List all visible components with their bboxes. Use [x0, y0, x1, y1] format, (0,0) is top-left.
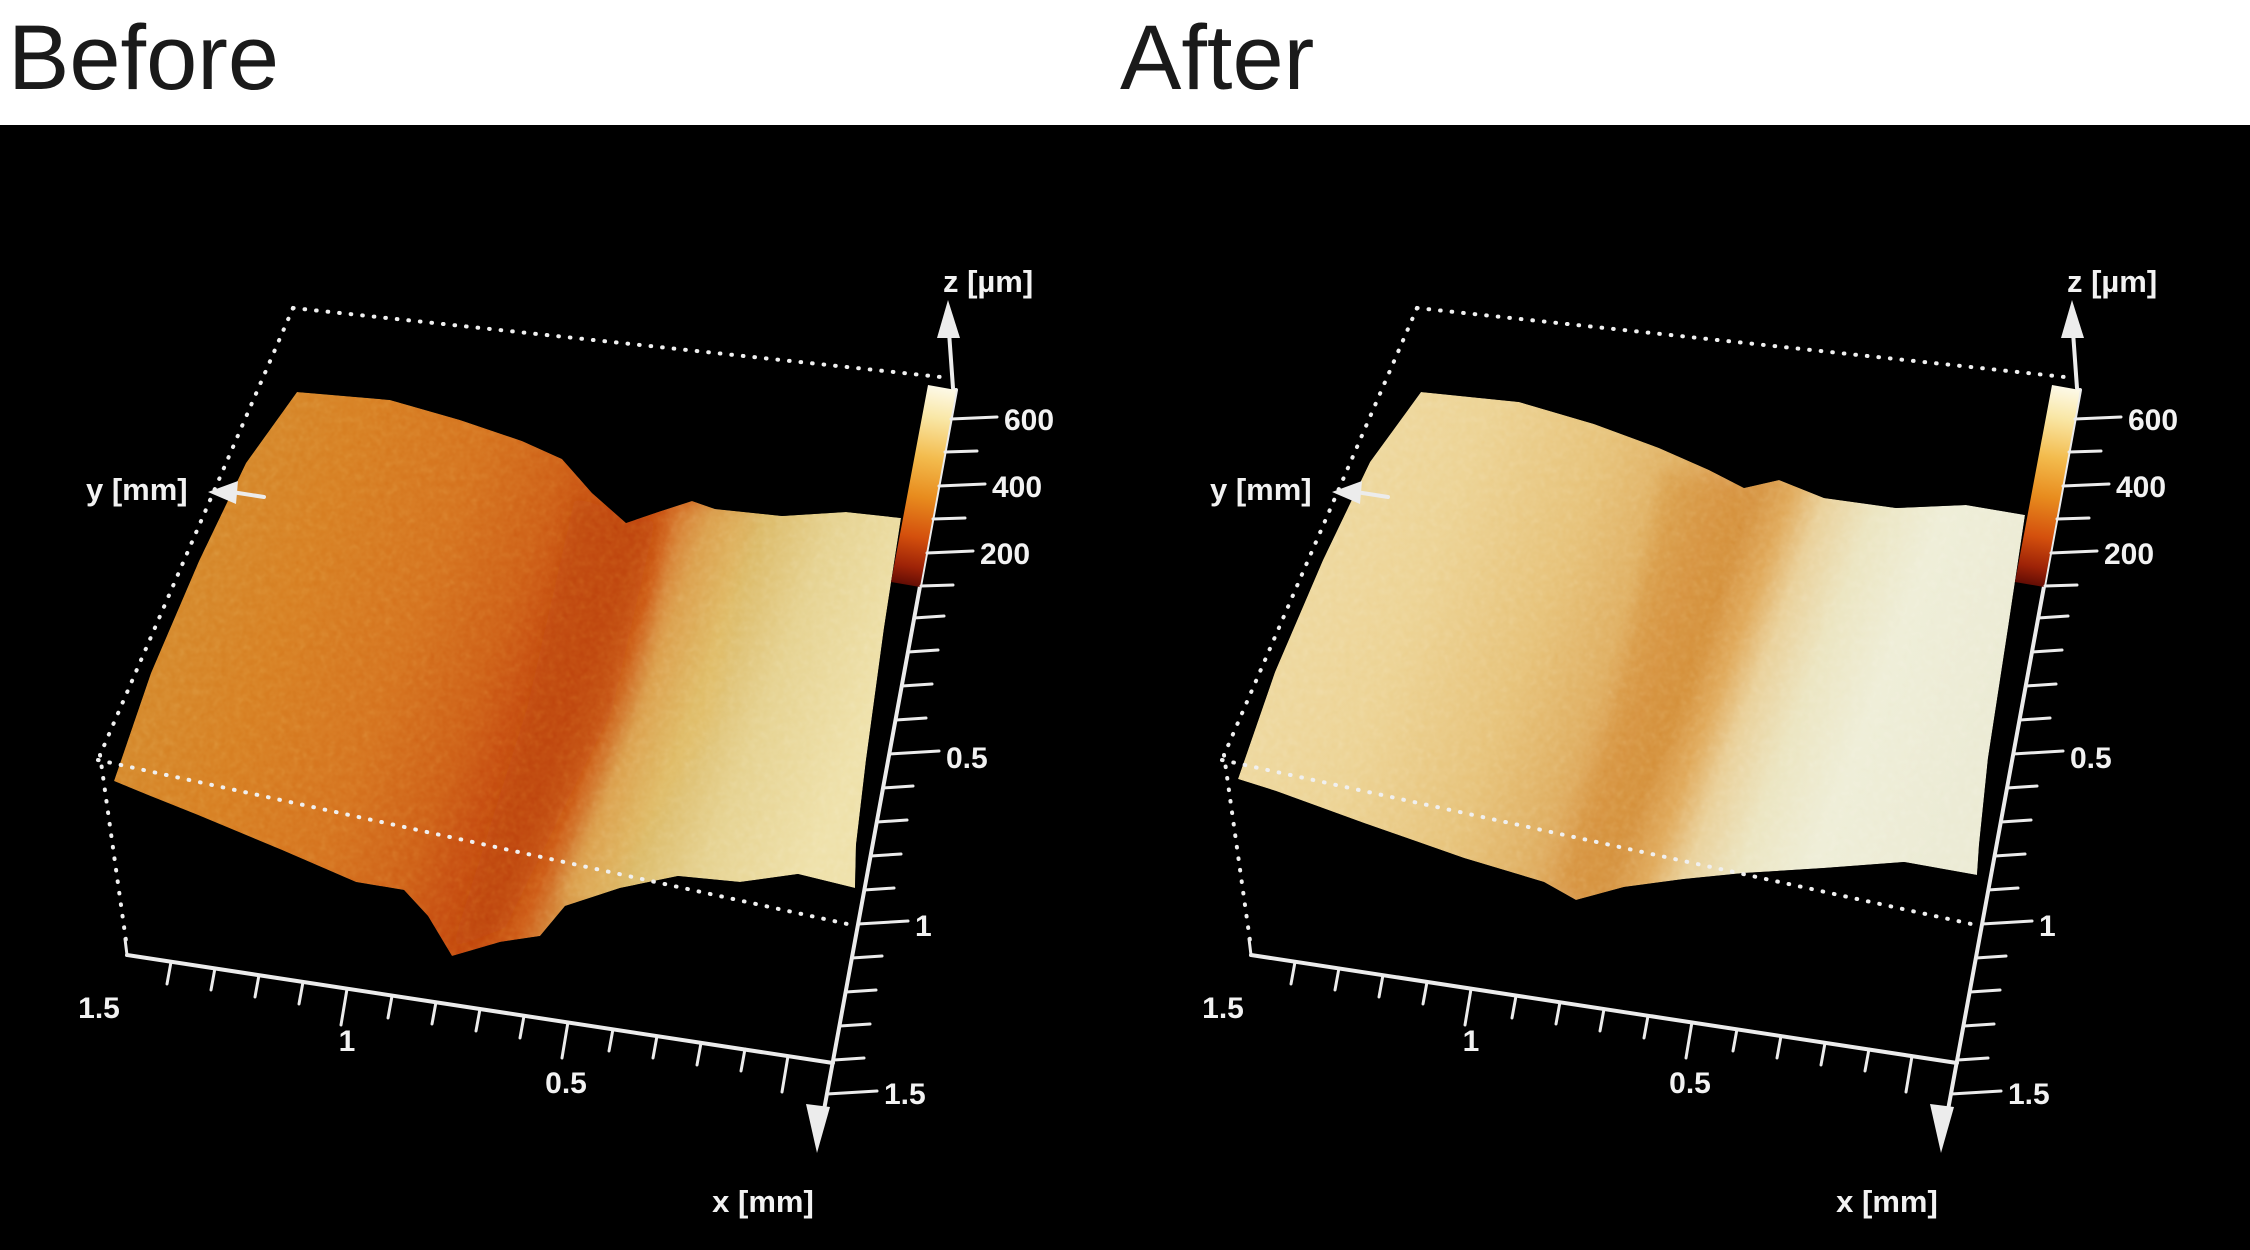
colorbar-tick-label-600: 600 — [2128, 404, 2178, 437]
x-axis-label: x [mm] — [1836, 1184, 1938, 1219]
colorbar-tick-label-200: 200 — [2104, 538, 2154, 571]
bottom-tick-label-05: 0.5 — [1669, 1067, 1711, 1100]
diagonal-tick-label-1: 1 — [2039, 910, 2056, 943]
z-axis-label: z [µm] — [943, 264, 1033, 299]
bottom-tick-label-15: 1.5 — [78, 992, 120, 1025]
z-axis-label: z [µm] — [2067, 264, 2157, 299]
bottom-tick-label-05: 0.5 — [545, 1067, 587, 1100]
after-title: After — [1120, 7, 1315, 109]
after-surface-group — [1238, 392, 2025, 900]
diagonal-tick-label-15: 1.5 — [2008, 1078, 2050, 1111]
colorbar-tick-label-600: 600 — [1004, 404, 1054, 437]
before-plot-group: z [µm] 600 400 200 0.5 1 1.5 y [mm] 1.5 … — [78, 264, 1054, 1219]
after-surface-texture — [1238, 392, 2025, 900]
diagonal-tick-label-05: 0.5 — [946, 742, 988, 775]
diagonal-tick-label-1: 1 — [915, 910, 932, 943]
colorbar-tick-label-400: 400 — [2116, 471, 2166, 504]
bottom-tick-label-1: 1 — [1463, 1025, 1480, 1058]
bottom-tick-label-15: 1.5 — [1202, 992, 1244, 1025]
surface-plots-canvas: z [µm] 600 400 200 0.5 1 1.5 y [mm] 1.5 … — [78, 264, 2178, 1219]
after-plot-group: z [µm] 600 400 200 0.5 1 1.5 y [mm] 1.5 … — [1202, 264, 2178, 1219]
before-surface-texture — [114, 392, 901, 956]
before-surface-group — [114, 392, 901, 956]
diagonal-tick-label-15: 1.5 — [884, 1078, 926, 1111]
colorbar-tick-label-200: 200 — [980, 538, 1030, 571]
colorbar-tick-label-400: 400 — [992, 471, 1042, 504]
bottom-tick-label-1: 1 — [339, 1025, 356, 1058]
before-title: Before — [8, 7, 280, 109]
y-axis-label: y [mm] — [1210, 472, 1312, 507]
y-axis-label: y [mm] — [86, 472, 188, 507]
x-axis-label: x [mm] — [712, 1184, 814, 1219]
diagonal-tick-label-05: 0.5 — [2070, 742, 2112, 775]
plot-panel: z [µm] 600 400 200 0.5 1 1.5 y [mm] 1.5 … — [0, 125, 2250, 1250]
